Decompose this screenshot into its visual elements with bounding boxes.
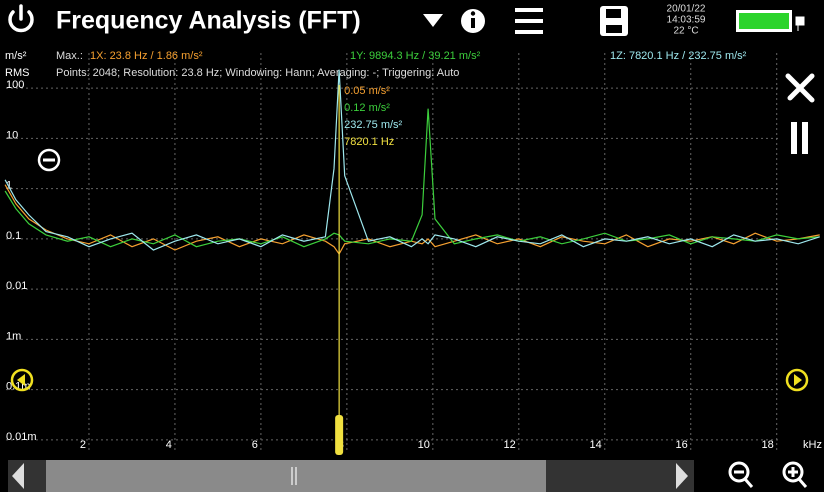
save-button[interactable] [600,6,628,36]
y-tick-label: 0.1 [6,230,21,242]
y-tick-label: 10 [6,129,18,141]
x-tick-label: 10 [418,439,430,451]
power-button[interactable] [8,4,34,33]
plot: 1001010.10.011m0.1m0.01m24681012141618m/… [4,50,822,455]
legend-entry: 1Y: 9894.3 Hz / 39.21 m/s² [350,50,481,62]
info-button[interactable] [461,9,485,33]
scroll-right[interactable] [785,368,809,392]
spectrum-line [4,184,820,256]
cursor-readout: 0.12 m/s² [344,102,390,114]
x-tick-label: 12 [504,439,516,451]
y-unit: m/s² [5,50,27,62]
spectrum-line [4,69,820,251]
y-tick-label: 1 [6,180,12,192]
x-tick-label: 6 [252,439,258,451]
title: Frequency Analysis (FFT) [56,7,361,35]
y-tick-label: 100 [6,79,24,91]
battery [736,10,805,32]
max-label: Max.: [56,50,83,62]
time: 14:03:59 [667,15,706,26]
x-tick-label: 2 [80,439,86,451]
menu-button[interactable] [515,8,543,34]
date: 20/01/22 [667,4,706,15]
pause-button[interactable] [791,122,808,154]
scroll-right-arrow[interactable] [676,463,688,489]
cursor-readout: 232.75 m/s² [344,119,402,131]
x-tick-label: 16 [675,439,687,451]
dropdown[interactable] [423,14,443,27]
cursor-handle [335,415,344,455]
cursor-x: 7820.1 Hz [344,136,394,148]
y-tick-label: 0.1m [6,381,30,393]
scroll-left[interactable] [10,368,34,392]
x-tick-label: 4 [166,439,172,451]
header: Frequency Analysis (FFT) 20/01/22 14:03:… [8,4,805,37]
bottom-bar [0,457,824,492]
settings-button[interactable] [785,73,815,103]
x-unit: kHz [803,439,822,451]
y-tick-label: 0.01m [6,431,37,443]
y-tick-label: 1m [6,330,21,342]
info: Points: 2048; Resolution: 23.8 Hz; Windo… [56,67,459,79]
temperature: 22 °C [673,26,698,37]
x-tick-label: 18 [761,439,773,451]
zoom-out-y[interactable] [37,148,61,172]
x-tick-label: 14 [590,439,602,451]
legend-entry: 1Z: 7820.1 Hz / 232.75 m/s² [610,50,747,62]
y-tick-label: 0.01 [6,280,27,292]
cursor-readout: 0.05 m/s² [344,85,390,97]
zoom-in[interactable] [782,461,808,488]
zoom-out[interactable] [728,461,754,488]
legend-entry: 1X: 23.8 Hz / 1.86 m/s² [90,50,203,62]
scroll-left-arrow[interactable] [12,463,24,489]
y-label: RMS [5,67,29,79]
spectrum-line [4,108,820,248]
